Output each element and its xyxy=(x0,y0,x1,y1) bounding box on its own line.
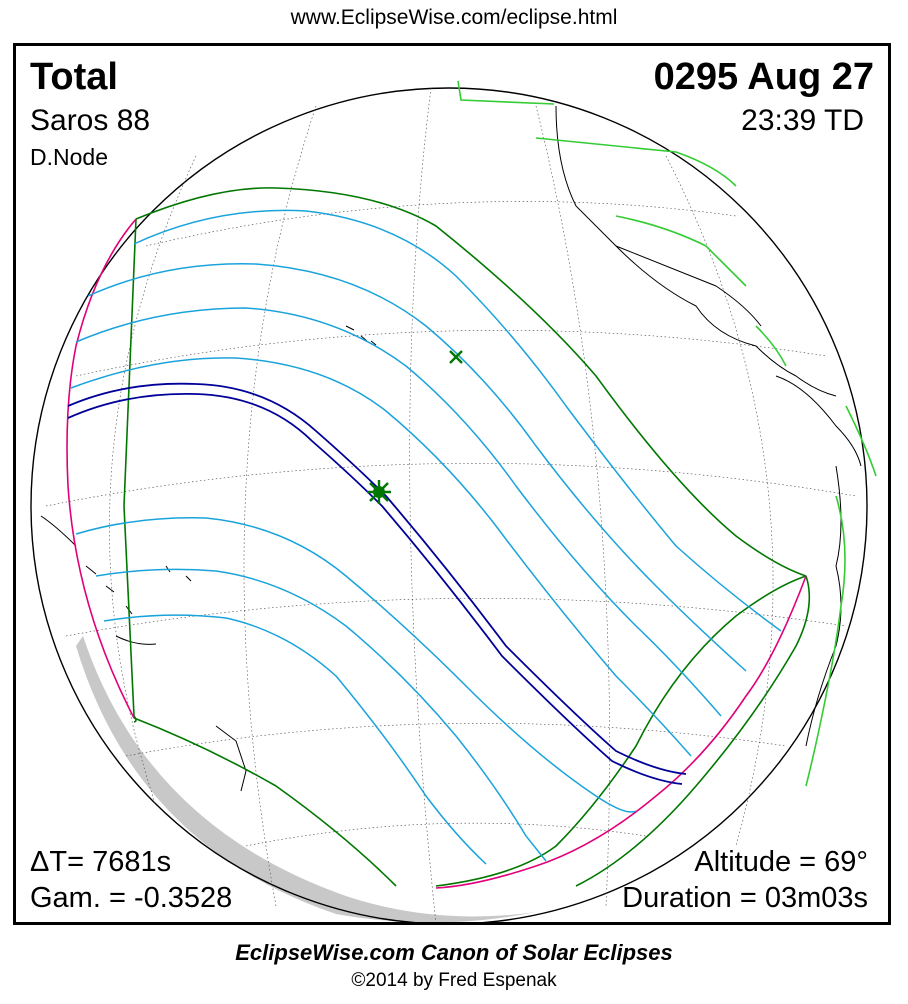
umbral-path xyxy=(67,382,687,785)
totality-duration: Duration = 03m03s xyxy=(622,882,868,914)
penumbral-limits xyxy=(123,187,811,887)
star-marker-icon xyxy=(367,480,391,504)
canon-title: EclipseWise.com Canon of Solar Eclipses xyxy=(235,940,673,965)
night-shading xyxy=(76,636,536,922)
land-borders xyxy=(457,80,877,787)
gamma-value: Gam. = -0.3528 xyxy=(30,882,233,914)
globe-outline xyxy=(30,87,868,922)
delta-t: ΔT= 7681s xyxy=(30,846,172,878)
source-url: www.EclipseWise.com/eclipse.html xyxy=(290,6,618,29)
eclipse-map-frame: Total Saros 88 D.Node 0295 Aug 27 23:39 … xyxy=(13,43,891,925)
rise-set-curves xyxy=(66,218,807,889)
contour-lines xyxy=(70,209,782,865)
copyright: ©2014 by Fred Espenak xyxy=(351,970,557,991)
node-label: D.Node xyxy=(30,144,108,170)
saros-number: Saros 88 xyxy=(30,104,151,137)
globe-map xyxy=(30,80,877,922)
eclipse-time: 23:39 TD xyxy=(741,104,864,137)
coastlines xyxy=(40,105,862,792)
eclipse-date: 0295 Aug 27 xyxy=(653,56,874,98)
eclipse-type: Total xyxy=(30,56,118,98)
sun-altitude: Altitude = 69° xyxy=(694,846,868,878)
x-marker-icon xyxy=(449,350,463,364)
